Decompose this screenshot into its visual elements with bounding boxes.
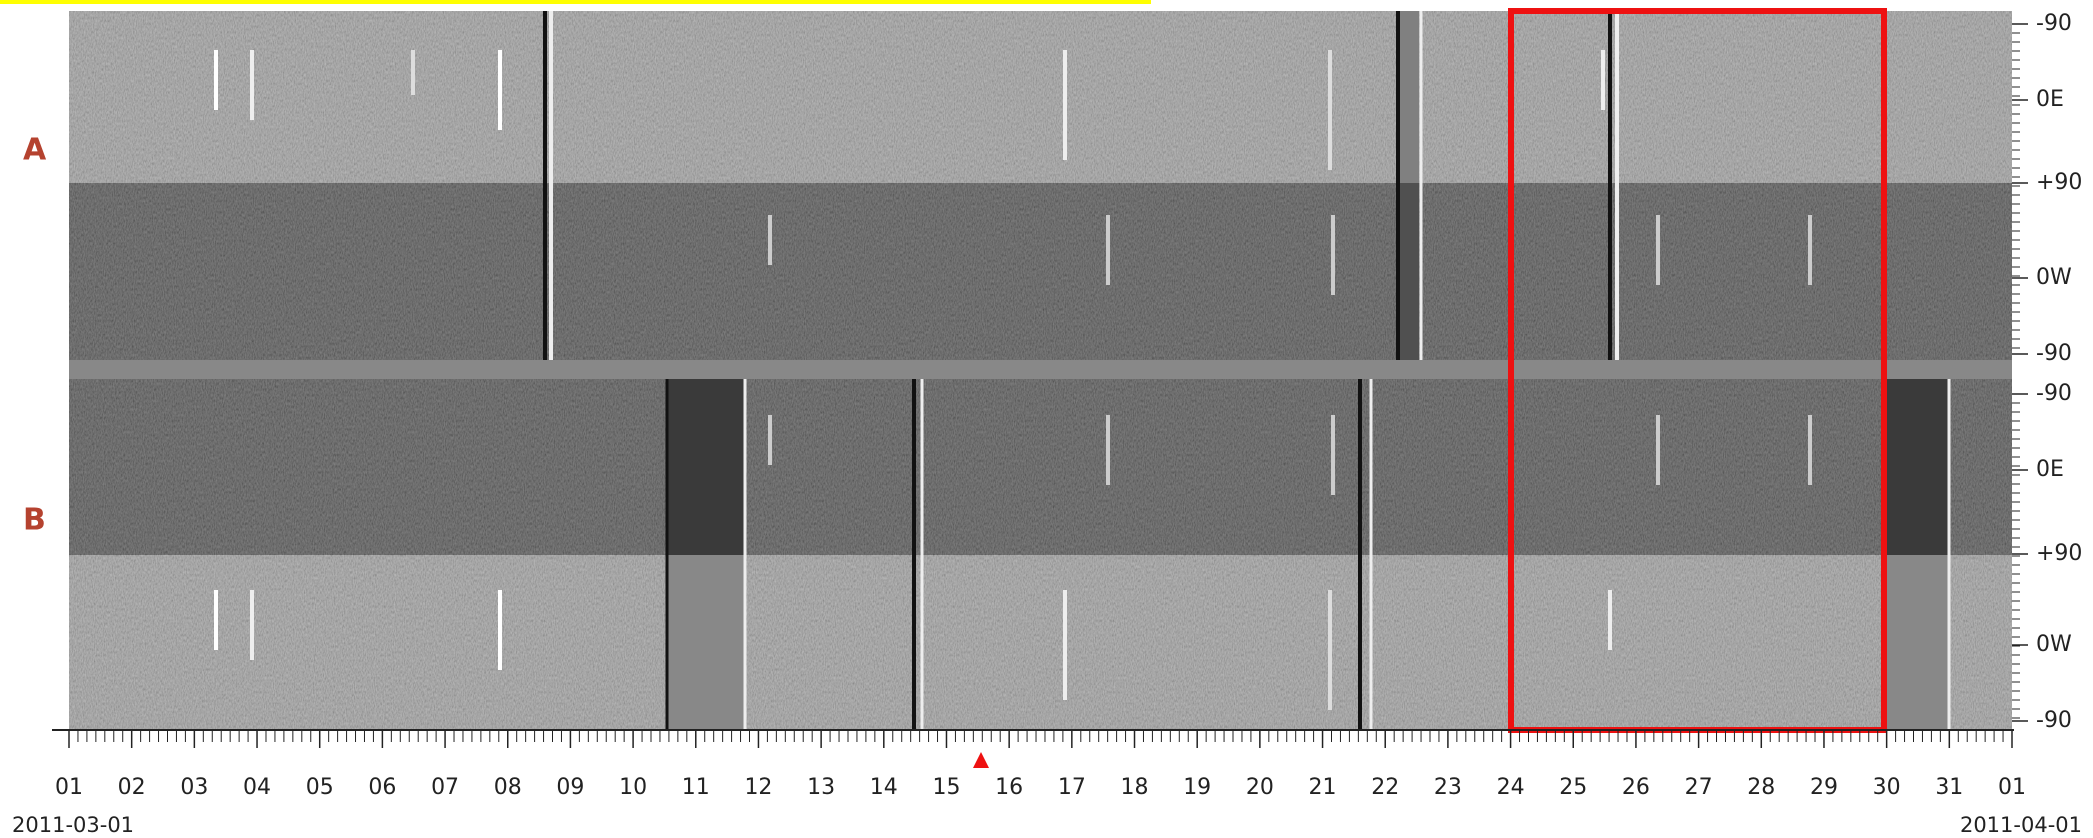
separator bbox=[69, 360, 2012, 379]
day-label[interactable]: 15 bbox=[932, 775, 960, 800]
day-label[interactable]: 16 bbox=[995, 775, 1023, 800]
data-gap bbox=[1886, 379, 1949, 555]
day-label[interactable]: 01 bbox=[1998, 775, 2026, 800]
day-label[interactable]: 11 bbox=[682, 775, 710, 800]
texture bbox=[69, 11, 2012, 360]
data-gap bbox=[667, 555, 745, 730]
day-label[interactable]: 14 bbox=[870, 775, 898, 800]
day-label[interactable]: 17 bbox=[1058, 775, 1086, 800]
day-label[interactable]: 22 bbox=[1371, 775, 1399, 800]
image-area bbox=[69, 11, 2012, 730]
y-label: +90 bbox=[2036, 170, 2082, 195]
current-marker[interactable] bbox=[973, 752, 989, 768]
day-label[interactable]: 31 bbox=[1935, 775, 1963, 800]
day-label[interactable]: 07 bbox=[431, 775, 459, 800]
panel-label: B bbox=[23, 503, 46, 538]
day-label[interactable]: 25 bbox=[1559, 775, 1587, 800]
y-label: 0W bbox=[2036, 265, 2072, 290]
day-label[interactable]: 24 bbox=[1497, 775, 1525, 800]
day-label[interactable]: 08 bbox=[494, 775, 522, 800]
y-label: -90 bbox=[2036, 11, 2072, 36]
highlight-bar bbox=[0, 0, 1151, 4]
day-label[interactable]: 10 bbox=[619, 775, 647, 800]
day-label[interactable]: 02 bbox=[118, 775, 146, 800]
day-label[interactable]: 13 bbox=[807, 775, 835, 800]
y-label: 0W bbox=[2036, 632, 2072, 657]
day-label[interactable]: 19 bbox=[1183, 775, 1211, 800]
day-label[interactable]: 12 bbox=[744, 775, 772, 800]
day-label[interactable]: 04 bbox=[243, 775, 271, 800]
data-gap bbox=[1399, 183, 1419, 360]
day-label[interactable]: 09 bbox=[556, 775, 584, 800]
y-label: 0E bbox=[2036, 87, 2064, 112]
day-label[interactable]: 26 bbox=[1622, 775, 1650, 800]
y-label: 0E bbox=[2036, 457, 2064, 482]
day-label[interactable]: 28 bbox=[1747, 775, 1775, 800]
data-gap bbox=[667, 379, 745, 555]
day-label[interactable]: 23 bbox=[1434, 775, 1462, 800]
day-label[interactable]: 01 bbox=[55, 775, 83, 800]
day-label[interactable]: 03 bbox=[180, 775, 208, 800]
day-label[interactable]: 29 bbox=[1810, 775, 1838, 800]
y-label: -90 bbox=[2036, 708, 2072, 733]
streaks bbox=[214, 11, 1951, 730]
axes: 01 02 03 04 05 06 07 08 09 10 11 12 13 14 15 16 17 18 19 20… bbox=[55, 11, 2082, 800]
end-date: 2011-04-01 bbox=[1960, 813, 2082, 837]
day-label[interactable]: 30 bbox=[1873, 775, 1901, 800]
day-label[interactable]: 21 bbox=[1309, 775, 1337, 800]
start-date: 2011-03-01 bbox=[12, 813, 134, 837]
texture bbox=[69, 379, 2012, 730]
day-label[interactable]: 18 bbox=[1121, 775, 1149, 800]
day-label[interactable]: 20 bbox=[1246, 775, 1274, 800]
y-label: -90 bbox=[2036, 381, 2072, 406]
y-label: +90 bbox=[2036, 541, 2082, 566]
y-label: -90 bbox=[2036, 341, 2072, 366]
day-label[interactable]: 06 bbox=[368, 775, 396, 800]
data-gap bbox=[1886, 555, 1949, 730]
day-label[interactable]: 05 bbox=[306, 775, 334, 800]
panel-label: A bbox=[23, 133, 47, 168]
day-label[interactable]: 27 bbox=[1685, 775, 1713, 800]
